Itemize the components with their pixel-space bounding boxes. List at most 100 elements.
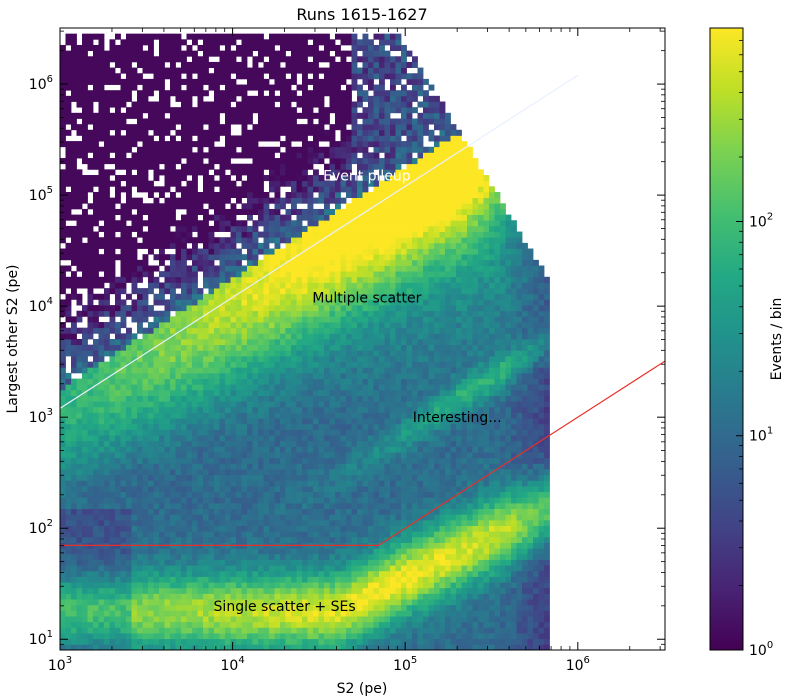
heatmap-cell	[291, 191, 297, 199]
heatmap-cell	[164, 565, 171, 572]
heatmap-cell	[192, 197, 198, 204]
heatmap-cell	[115, 124, 121, 131]
heatmap-cell	[131, 536, 138, 543]
heatmap-cell	[247, 469, 253, 476]
heatmap-cell	[258, 78, 264, 85]
heatmap-cell	[60, 271, 66, 278]
heatmap-cell	[197, 587, 204, 594]
heatmap-cell	[109, 418, 116, 425]
heatmap-cell	[170, 480, 176, 487]
heatmap-cell	[225, 73, 231, 80]
heatmap-cell	[252, 576, 259, 583]
heatmap-cell	[296, 576, 303, 583]
heatmap-cell	[148, 446, 154, 453]
heatmap-cell	[65, 73, 72, 80]
heatmap-cell	[98, 56, 105, 63]
heatmap-cell	[186, 593, 193, 600]
heatmap-cell	[285, 56, 292, 63]
heatmap-cell	[76, 418, 83, 425]
heatmap-cell	[60, 50, 66, 57]
heatmap-cell	[203, 582, 209, 589]
heatmap-cell	[203, 576, 209, 583]
heatmap-cell	[197, 395, 204, 402]
heatmap-cell	[247, 282, 253, 289]
heatmap-cell	[192, 610, 198, 617]
heatmap-cell	[197, 367, 204, 374]
heatmap-cell	[225, 180, 231, 187]
heatmap-cell	[247, 214, 253, 221]
heatmap-cell	[192, 327, 198, 334]
heatmap-cell	[181, 203, 187, 210]
heatmap-cell	[291, 78, 297, 85]
heatmap-cell	[87, 350, 94, 357]
heatmap-cell	[93, 242, 99, 249]
heatmap-cell	[307, 525, 314, 532]
heatmap-cell	[214, 480, 220, 487]
heatmap-cell	[219, 604, 226, 611]
heatmap-cell	[203, 175, 209, 182]
heatmap-cell	[120, 95, 127, 102]
heatmap-cell	[148, 322, 154, 329]
heatmap-cell	[186, 152, 193, 159]
heatmap-cell	[71, 225, 77, 232]
heatmap-cell	[208, 508, 215, 515]
heatmap-cell	[263, 288, 270, 295]
heatmap-cell	[280, 112, 286, 119]
heatmap-cell	[159, 248, 165, 255]
heatmap-cell	[76, 90, 83, 97]
heatmap-cell	[280, 344, 286, 351]
heatmap-cell	[258, 519, 264, 526]
heatmap-cell	[98, 559, 105, 566]
heatmap-cell	[230, 531, 237, 538]
heatmap-cell	[126, 146, 132, 153]
heatmap-cell	[175, 457, 182, 464]
heatmap-cell	[208, 175, 215, 182]
heatmap-cell	[181, 242, 187, 249]
heatmap-cell	[291, 576, 297, 583]
heatmap-cell	[71, 457, 77, 464]
heatmap-cell	[324, 316, 330, 323]
heatmap-cell	[252, 203, 259, 210]
heatmap-cell	[324, 220, 330, 227]
heatmap-cell	[170, 50, 176, 57]
heatmap-cell	[247, 378, 253, 385]
heatmap-cell	[82, 191, 88, 199]
heatmap-cell	[82, 146, 88, 153]
heatmap-cell	[82, 644, 88, 650]
heatmap-cell	[186, 288, 193, 295]
heatmap-cell	[137, 519, 143, 526]
heatmap-cells	[60, 33, 550, 650]
heatmap-cell	[252, 361, 259, 368]
heatmap-cell	[60, 288, 66, 295]
heatmap-cell	[104, 587, 110, 594]
heatmap-cell	[307, 61, 314, 68]
heatmap-cell	[197, 463, 204, 470]
heatmap-cell	[203, 378, 209, 385]
heatmap-cell	[285, 339, 292, 346]
heatmap-cell	[197, 107, 204, 114]
heatmap-cell	[104, 519, 110, 526]
heatmap-cell	[241, 627, 248, 634]
heatmap-cell	[307, 50, 314, 57]
heatmap-cell	[164, 152, 171, 159]
heatmap-cell	[120, 604, 127, 611]
heatmap-cell	[252, 621, 259, 628]
heatmap-cell	[186, 186, 193, 193]
heatmap-cell	[104, 333, 110, 340]
heatmap-cell	[98, 78, 105, 85]
heatmap-cell	[230, 90, 237, 97]
heatmap-cell	[60, 553, 66, 560]
heatmap-cell	[274, 107, 281, 114]
heatmap-cell	[274, 112, 281, 119]
heatmap-cell	[324, 191, 330, 199]
heatmap-cell	[71, 531, 77, 538]
heatmap-cell	[142, 519, 149, 526]
heatmap-cell	[164, 519, 171, 526]
heatmap-cell	[153, 412, 160, 419]
heatmap-cell	[170, 180, 176, 187]
heatmap-cell	[98, 84, 105, 91]
heatmap-cell	[76, 627, 83, 634]
heatmap-cell	[82, 310, 88, 317]
heatmap-cell	[142, 531, 149, 538]
heatmap-cell	[87, 39, 94, 46]
